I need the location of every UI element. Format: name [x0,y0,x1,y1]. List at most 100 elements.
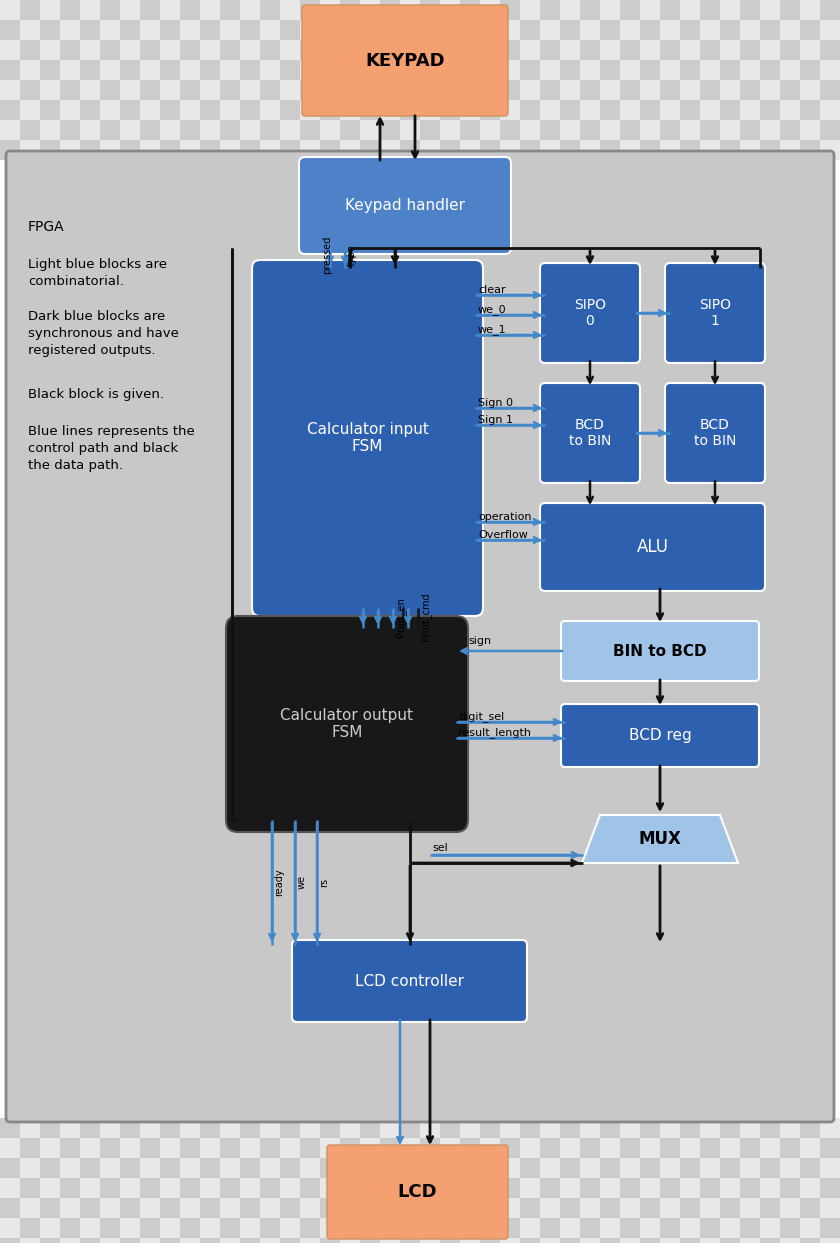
Bar [180,99,200,121]
Bar [740,0,760,20]
Bar [800,1178,820,1198]
Bar [0,80,20,99]
Bar [500,1139,520,1158]
Bar [400,140,420,160]
Bar [160,1178,180,1198]
Bar [620,1238,640,1243]
Bar [540,80,560,99]
Bar [340,0,360,20]
Bar [60,1178,80,1198]
Bar [280,140,300,160]
Bar [160,1139,180,1158]
Bar [340,40,360,60]
Bar [680,1218,700,1238]
Bar [320,20,340,40]
FancyBboxPatch shape [292,940,527,1022]
Bar [480,121,500,140]
Bar [700,20,720,40]
FancyBboxPatch shape [327,1145,508,1239]
Bar [680,1139,700,1158]
Bar [580,99,600,121]
Bar [760,1178,780,1198]
Bar [520,140,540,160]
Bar [180,1238,200,1243]
Bar [420,99,440,121]
Bar [580,20,600,40]
Bar [400,1198,420,1218]
Bar [0,140,20,160]
Bar [520,1178,540,1198]
Bar [720,1178,740,1198]
Bar [620,121,640,140]
Bar [600,1198,620,1218]
Bar [760,99,780,121]
Bar [660,1198,680,1218]
Bar [420,1158,440,1178]
Bar [740,121,760,140]
Bar [440,1178,460,1198]
Bar [60,121,80,140]
Bar [700,40,720,60]
Bar [680,1158,700,1178]
Bar [600,0,620,20]
Bar [720,1158,740,1178]
Bar [720,1238,740,1243]
Bar [120,99,140,121]
Bar [40,140,60,160]
Bar [360,1178,380,1198]
Bar [420,80,440,99]
FancyBboxPatch shape [665,383,765,484]
Bar [440,20,460,40]
Bar [200,20,220,40]
Bar [400,1139,420,1158]
Bar [820,121,840,140]
Bar [100,1158,120,1178]
Bar [680,99,700,121]
Bar [300,1198,320,1218]
Text: Sign 1: Sign 1 [478,415,513,425]
FancyBboxPatch shape [6,150,834,1122]
Text: Overflow: Overflow [478,530,528,539]
Bar [640,1238,660,1243]
Bar [360,80,380,99]
Bar [320,40,340,60]
Bar [160,60,180,80]
Bar [80,1178,100,1198]
Bar [0,40,20,60]
Bar [660,121,680,140]
Bar [180,1218,200,1238]
Bar [220,121,240,140]
Bar [460,1178,480,1198]
Bar [640,140,660,160]
Bar [240,121,260,140]
Text: SIPO
0: SIPO 0 [574,298,606,328]
Bar [180,1178,200,1198]
Bar [300,1178,320,1198]
Bar [120,1198,140,1218]
Bar [560,1117,580,1139]
Bar [400,0,420,20]
Bar [560,60,580,80]
Bar [0,1178,20,1198]
Bar [460,99,480,121]
Bar [280,1238,300,1243]
Bar [640,1158,660,1178]
Bar [200,40,220,60]
Bar [300,140,320,160]
Bar [240,1218,260,1238]
Bar [0,1117,20,1139]
Bar [740,1117,760,1139]
Bar [120,1178,140,1198]
Bar [220,1139,240,1158]
Bar [40,1218,60,1238]
Bar [40,1178,60,1198]
Bar [20,1218,40,1238]
Bar [60,40,80,60]
Bar [440,1218,460,1238]
Bar [40,0,60,20]
Bar [360,20,380,40]
Bar [340,1178,360,1198]
Bar [800,1198,820,1218]
Bar [20,1238,40,1243]
Bar [140,121,160,140]
